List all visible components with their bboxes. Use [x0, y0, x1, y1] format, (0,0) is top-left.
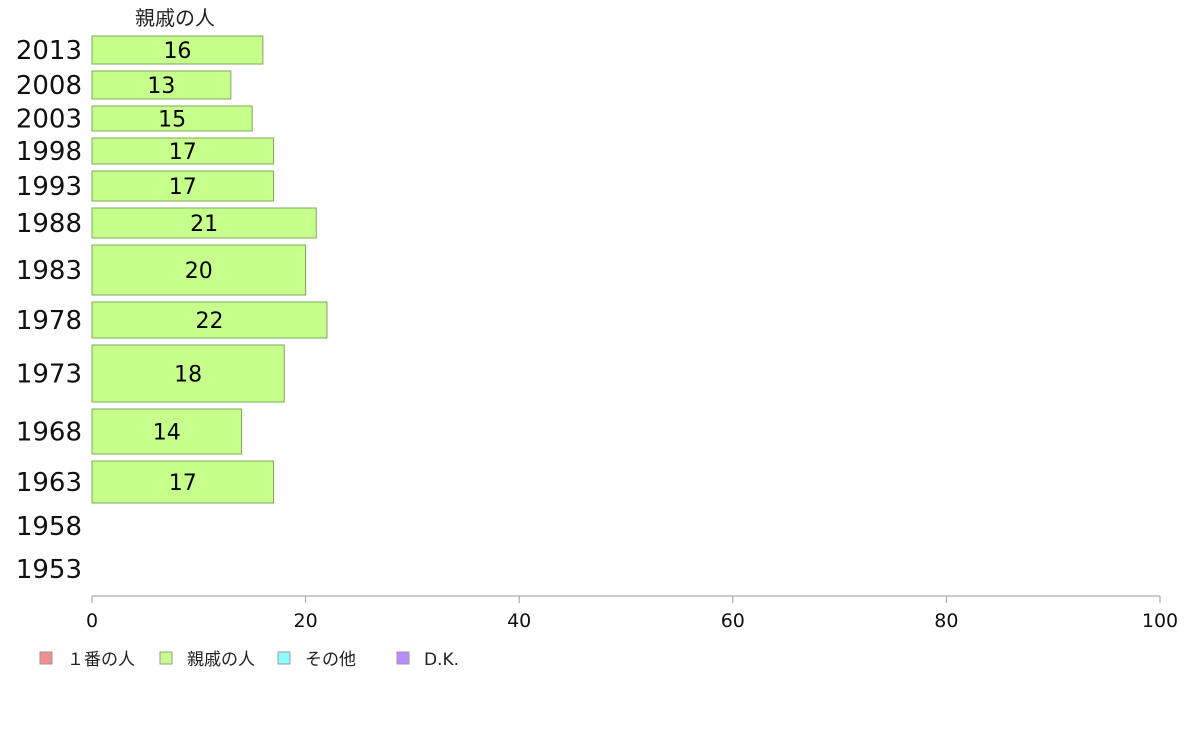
year-label-2003: 2003: [16, 105, 82, 135]
x-axis: 0 20 40 60 80 100: [86, 595, 1178, 632]
series-header-label: 親戚の人: [135, 6, 215, 30]
bar-value-label-2013: 16: [163, 39, 191, 64]
bar-value-label-1968: 14: [153, 421, 181, 446]
year-label-2013: 2013: [16, 36, 82, 66]
legend-label-0: １番の人: [67, 650, 135, 670]
year-label-1988: 1988: [16, 209, 82, 239]
bar-value-label-1998: 17: [169, 140, 197, 165]
bar-1978-s1: [91, 301, 328, 339]
x-tick-label: 100: [1142, 610, 1178, 632]
bar-1973-s1: [91, 344, 285, 403]
year-label-2008: 2008: [16, 71, 82, 101]
legend-label-2: その他: [305, 650, 356, 670]
bar-1993-s1: [91, 170, 275, 202]
bar-value-label-1978: 22: [195, 309, 223, 334]
bar-1998-s1: [91, 137, 275, 165]
legend-label-3: D.K.: [424, 650, 459, 670]
bar-1968-s1: [91, 408, 243, 455]
legend-swatch-1: [159, 651, 173, 665]
year-label-1993: 1993: [16, 172, 82, 202]
year-label-1973: 1973: [16, 360, 82, 390]
bar-2013-s1: [91, 35, 264, 65]
bar-1988-s1: [91, 207, 317, 239]
bar-1963-s1: [91, 460, 275, 504]
bar-value-label-1988: 21: [190, 212, 218, 237]
bar-2003-s1: [91, 105, 253, 132]
bar-value-label-2003: 15: [158, 108, 186, 133]
bar-2008-s1: [91, 70, 232, 100]
year-label-1998: 1998: [16, 137, 82, 167]
bar-value-label-1973: 18: [174, 363, 202, 388]
x-tick-label: 0: [86, 610, 98, 632]
year-label-1963: 1963: [16, 468, 82, 498]
x-tick-label: 60: [721, 610, 745, 632]
bar-1983-s1: [91, 244, 307, 296]
bar-value-label-1963: 17: [169, 471, 197, 496]
x-tick-label: 40: [507, 610, 531, 632]
bar-group: 16 13 15 17 17 21 20 22 18 14 17: [91, 35, 328, 504]
legend: １番の人 親戚の人 その他 D.K.: [39, 650, 459, 670]
x-tick-label: 20: [294, 610, 318, 632]
legend-label-1: 親戚の人: [187, 650, 255, 670]
year-label-1953: 1953: [16, 555, 82, 585]
bar-value-label-1993: 17: [169, 175, 197, 200]
year-label-1978: 1978: [16, 306, 82, 336]
year-label-1958: 1958: [16, 512, 82, 542]
year-label-1968: 1968: [16, 418, 82, 448]
bar-value-label-1983: 20: [185, 259, 213, 284]
x-tick-label: 80: [934, 610, 958, 632]
legend-swatch-3: [396, 651, 410, 665]
year-label-1983: 1983: [16, 256, 82, 286]
legend-swatch-0: [39, 651, 53, 665]
legend-swatch-2: [277, 651, 291, 665]
bar-value-label-2008: 13: [147, 74, 175, 99]
